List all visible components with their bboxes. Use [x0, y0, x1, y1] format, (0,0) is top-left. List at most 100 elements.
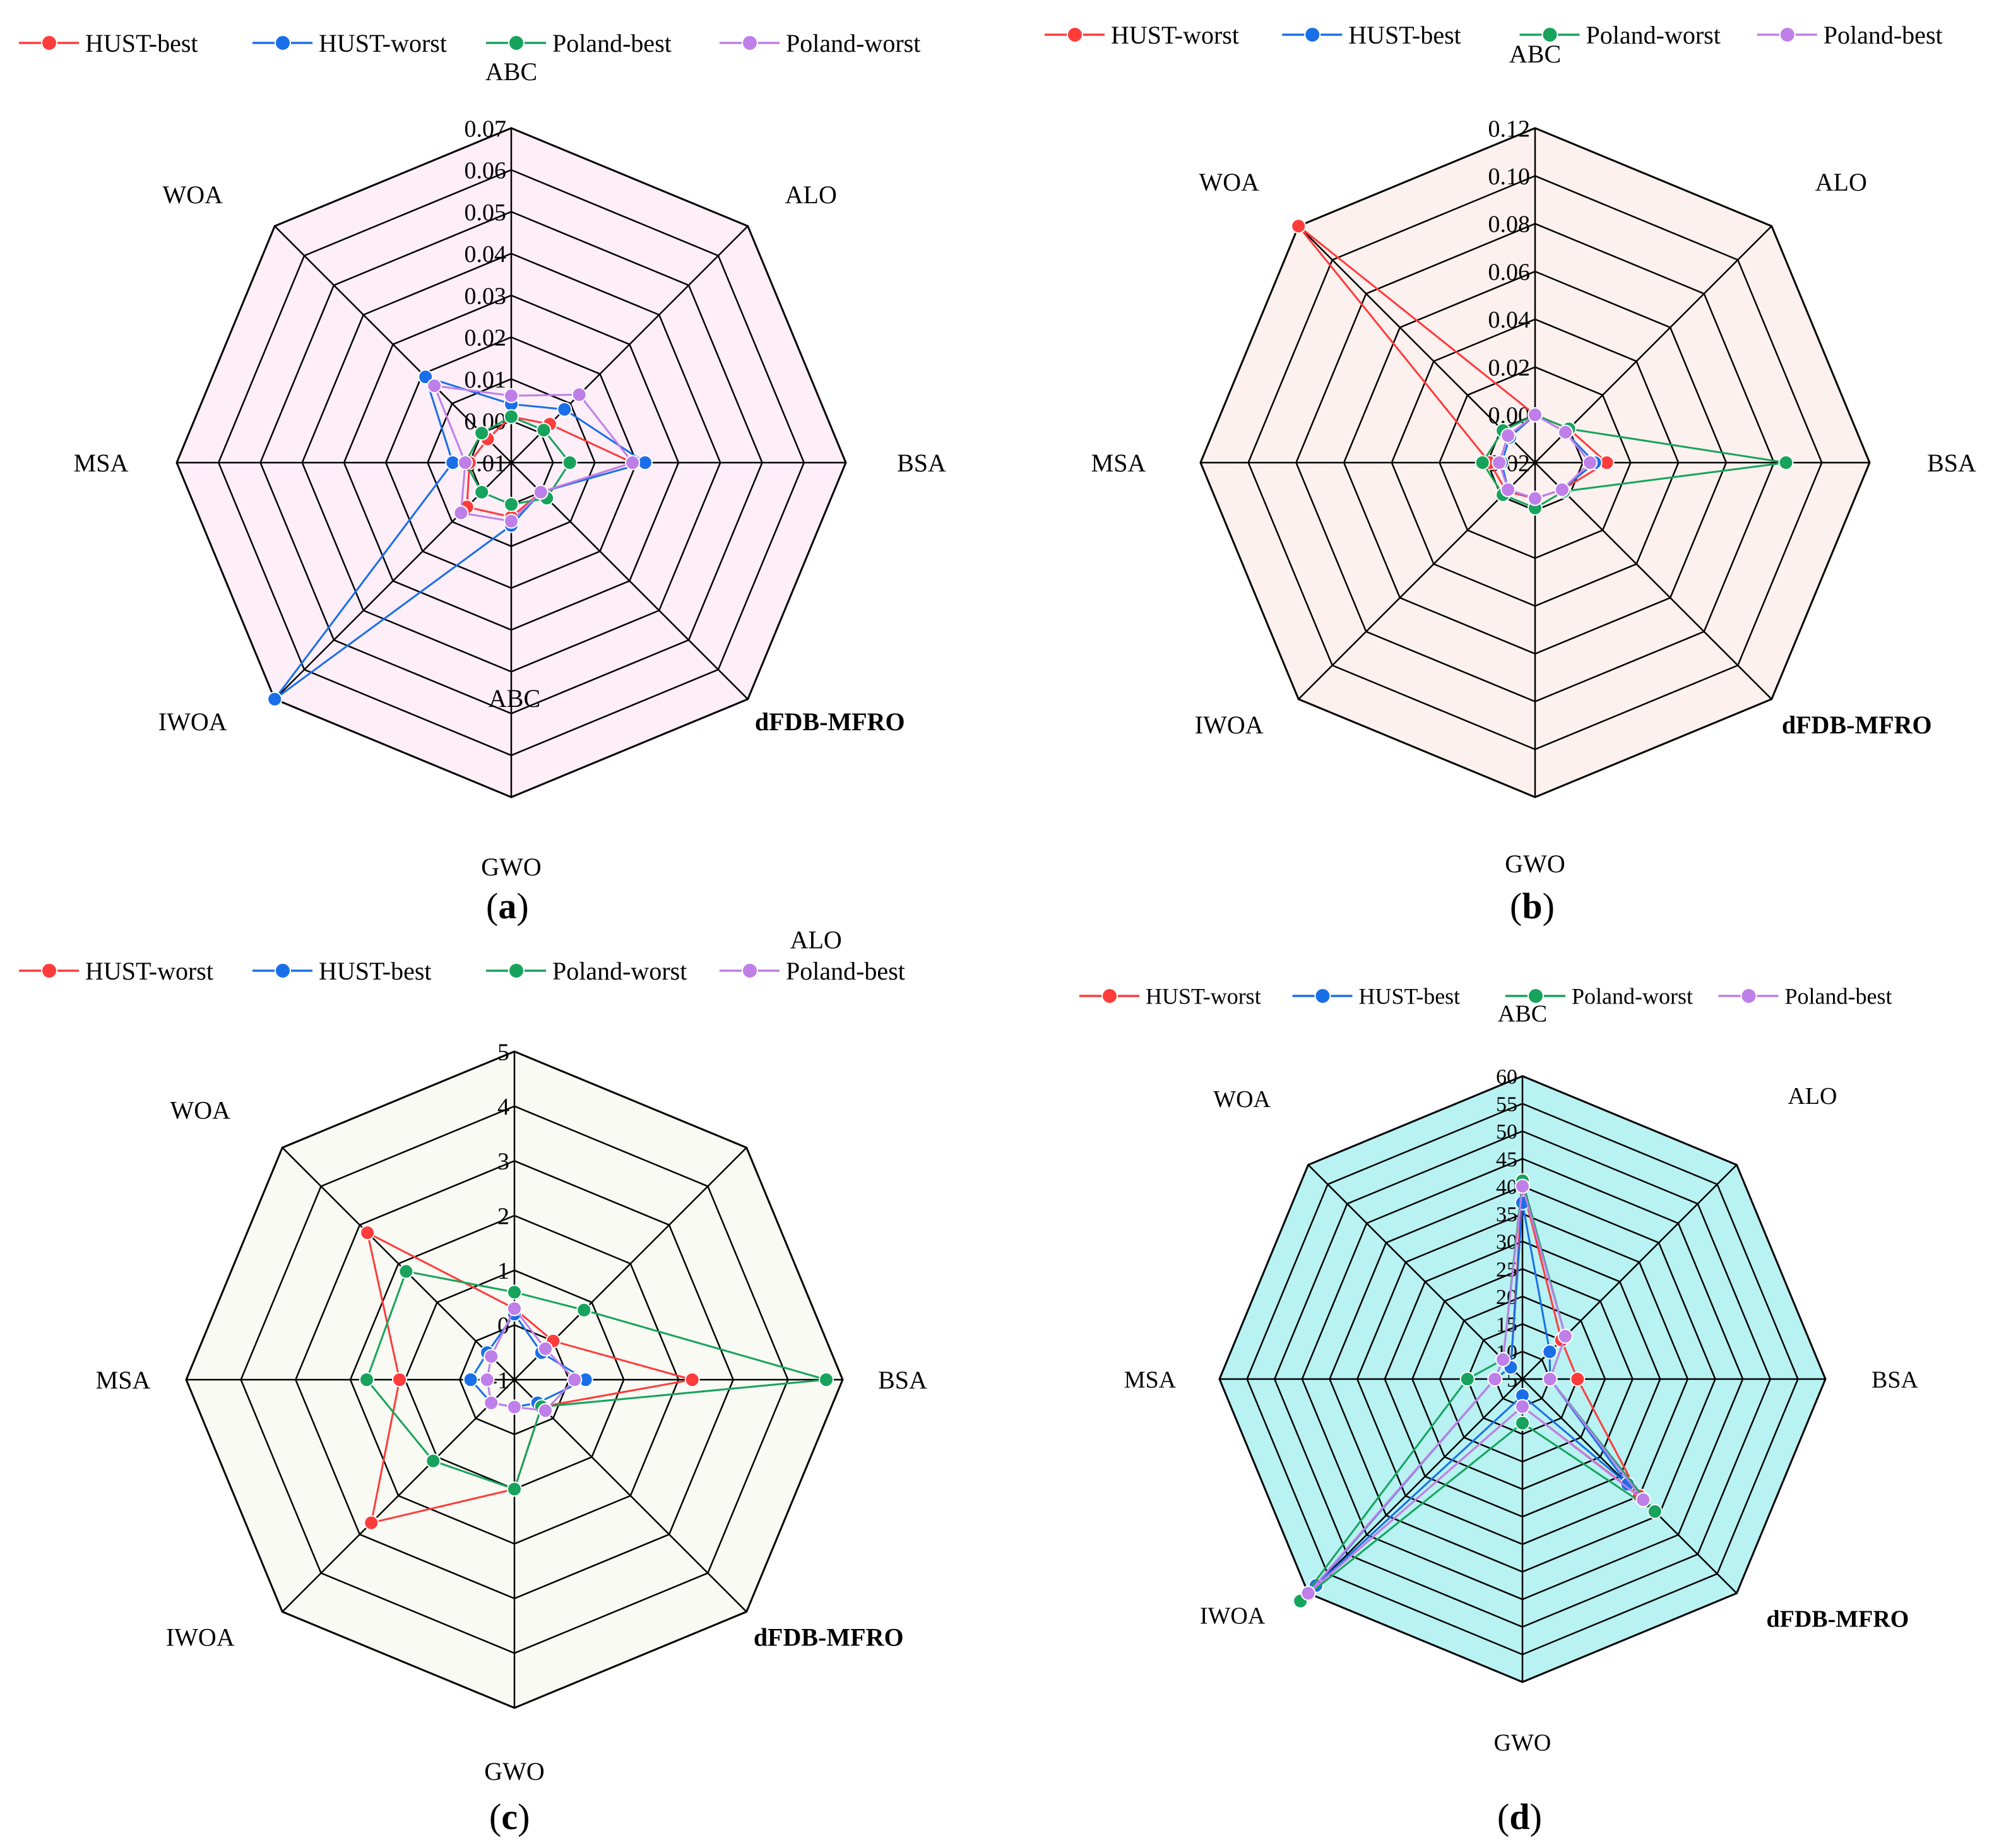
axis-label-alo: ALO — [1788, 1083, 1837, 1110]
legend-label: HUST-best — [1348, 21, 1461, 49]
axis-label-gwo: GWO — [1505, 850, 1565, 878]
tick-label: 3 — [497, 1149, 509, 1175]
data-point — [504, 409, 519, 425]
radar-panel-c: -1012345ABCALOBSAdFDB-MFROGWOIWOAMSAWOAH… — [19, 684, 927, 1837]
data-point — [1474, 455, 1490, 470]
legend-label: Poland-best — [1824, 21, 1943, 49]
data-point — [638, 455, 653, 470]
tick-label: 35 — [1496, 1203, 1517, 1226]
radar-panel-a: -0.010.000.010.020.030.040.050.060.07ABC… — [19, 29, 946, 927]
legend-marker — [1541, 27, 1558, 43]
data-point — [538, 1341, 554, 1356]
axis-label-gwo: GWO — [481, 853, 542, 881]
data-point — [557, 401, 572, 417]
tick-label: 0.04 — [465, 241, 507, 268]
tick-label: 0.04 — [1488, 307, 1531, 333]
spoke-line — [1298, 462, 1536, 700]
data-point — [576, 1302, 592, 1318]
data-point — [1570, 1371, 1586, 1387]
data-point — [474, 484, 490, 500]
legend-label: HUST-best — [319, 957, 432, 985]
axis-label-woa: WOA — [1213, 1086, 1271, 1113]
data-point — [1492, 455, 1507, 470]
axis-label-alo: ALO — [790, 925, 842, 954]
legend-label: Poland-worst — [1572, 984, 1693, 1009]
data-point — [474, 425, 490, 441]
data-point — [483, 1349, 499, 1365]
spoke-line — [1534, 462, 1772, 700]
axis-label-msa: MSA — [1124, 1366, 1177, 1393]
data-point — [507, 1399, 522, 1415]
legend-marker — [275, 962, 291, 979]
axis-label-msa: MSA — [74, 449, 129, 477]
data-point — [1778, 455, 1794, 470]
data-point — [479, 1372, 495, 1387]
axis-label-alo: ALO — [1815, 168, 1867, 196]
tick-label: 45 — [1496, 1148, 1517, 1171]
data-point — [504, 388, 519, 403]
legend-marker — [41, 35, 57, 51]
data-point — [453, 505, 469, 521]
tick-label: 30 — [1496, 1231, 1517, 1254]
panel-caption: (d) — [1497, 1796, 1542, 1837]
axis-label-bsa: BSA — [897, 449, 946, 477]
legend-marker — [742, 35, 758, 51]
data-point — [1582, 455, 1598, 470]
tick-label: 2 — [497, 1203, 509, 1229]
data-point — [1487, 1371, 1503, 1387]
data-point — [562, 455, 578, 470]
legend-marker — [275, 35, 291, 51]
axis-label-alo: ALO — [785, 181, 837, 209]
axis-label-abc: ABC — [485, 57, 537, 86]
axis-label-abc: ABC — [1509, 40, 1561, 68]
legend-marker — [1304, 27, 1321, 43]
data-point — [1647, 1503, 1663, 1519]
axis-label-gwo: GWO — [1494, 1729, 1551, 1756]
tick-label: 0.05 — [465, 199, 507, 226]
data-point — [483, 1395, 499, 1411]
legend-marker — [1314, 988, 1331, 1004]
axis-label-woa: WOA — [1199, 168, 1259, 196]
spoke-line — [274, 225, 512, 463]
data-point — [536, 422, 552, 438]
legend-label: Poland-worst — [1586, 21, 1721, 49]
data-point — [398, 1264, 414, 1279]
tick-label: 0.03 — [465, 283, 507, 309]
data-point — [392, 1372, 407, 1387]
data-point — [533, 484, 549, 500]
data-point — [1542, 1371, 1558, 1387]
spoke-line — [1534, 225, 1772, 463]
data-point — [504, 497, 519, 512]
data-point — [267, 691, 283, 707]
tick-label: 55 — [1496, 1093, 1517, 1116]
data-point — [364, 1515, 379, 1531]
legend-label: HUST-best — [85, 29, 198, 57]
tick-label: 1 — [497, 1258, 509, 1284]
data-point — [567, 1372, 583, 1387]
data-point — [1515, 1399, 1530, 1414]
radar-panel-d: 51015202530354045505560ABCALOBSAdFDB-MFR… — [1079, 984, 1919, 1837]
data-point — [1558, 424, 1574, 440]
data-point — [504, 513, 519, 529]
data-point — [458, 455, 473, 470]
data-point — [1554, 482, 1570, 497]
data-point — [819, 1372, 834, 1387]
legend-label: Poland-best — [1785, 984, 1892, 1009]
axis-label-iwoa: IWOA — [1195, 711, 1264, 739]
legend-label: Poland-worst — [786, 29, 920, 57]
data-point — [1528, 407, 1543, 423]
legend-marker — [742, 962, 758, 979]
axis-label-dfdb-mfro: dFDB-MFRO — [755, 708, 905, 736]
data-point — [1495, 1352, 1511, 1368]
axis-label-bsa: BSA — [1927, 449, 1976, 477]
data-point — [1291, 218, 1307, 234]
tick-label: 0.12 — [1488, 116, 1531, 142]
tick-label: 0.02 — [1488, 355, 1531, 381]
data-point — [1515, 1415, 1530, 1431]
data-point — [571, 387, 587, 403]
data-point — [1515, 1178, 1530, 1194]
data-point — [360, 1225, 376, 1241]
legend-label: Poland-best — [786, 957, 905, 985]
axis-label-iwoa: IWOA — [1200, 1603, 1266, 1630]
